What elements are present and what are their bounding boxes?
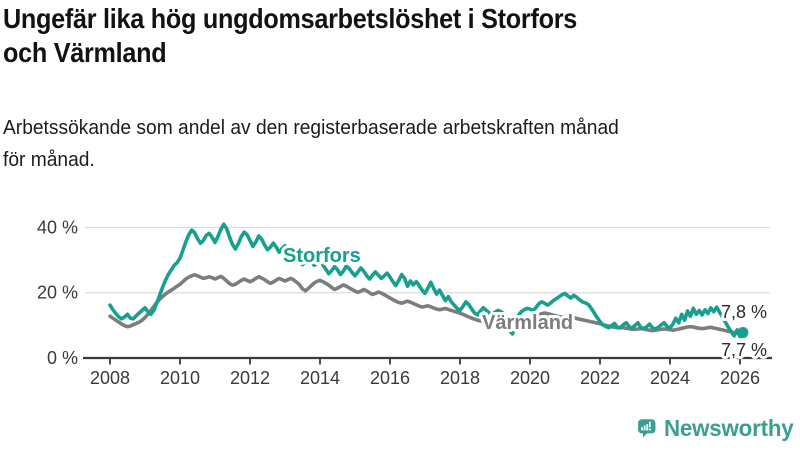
x-axis-tick-label: 2026 — [720, 368, 760, 388]
end-value-label-varmland: 7,7 % — [721, 340, 767, 360]
newsworthy-wordmark: Newsworthy — [663, 414, 794, 441]
bar-chart-speech-bubble-icon — [638, 418, 656, 437]
x-axis-tick-label: 2016 — [370, 368, 410, 388]
line-värmland — [108, 272, 745, 336]
y-axis-tick-20: 20 % — [37, 283, 78, 303]
end-dot-storfors — [737, 327, 749, 339]
x-axis-tick-label: 2008 — [90, 368, 130, 388]
x-axis-tick-label: 2020 — [510, 368, 550, 388]
chart-plot-area: 2008 2010 2012 2014 2016 2018 2020 2022 2024 2026 — [83, 222, 772, 388]
series-label-varmland: Värmland — [482, 312, 573, 334]
title-line-2: och Värmland — [3, 37, 167, 68]
end-value-label-storfors: 7,8 % — [721, 302, 767, 322]
x-axis-tick-label: 2012 — [230, 368, 270, 388]
x-axis-tick-label: 2018 — [440, 368, 480, 388]
chart-subtitle: Arbetssökande som andel av den registerb… — [3, 112, 800, 176]
subtitle-line-2: för månad. — [3, 149, 95, 171]
series-label-storfors: Storfors — [283, 245, 361, 267]
x-axis-tick-label: 2010 — [160, 368, 200, 388]
line-storfors — [108, 222, 745, 339]
y-axis-tick-0: 0 % — [47, 348, 78, 368]
x-axis-tick-label: 2022 — [580, 368, 620, 388]
title-line-1: Ungefär lika hög ungdomsarbetslöshet i S… — [3, 3, 577, 34]
y-axis-tick-40: 40 % — [37, 218, 78, 238]
x-axis-tick-label: 2014 — [300, 368, 340, 388]
page-title: Ungefär lika hög ungdomsarbetslöshet i S… — [3, 2, 777, 70]
x-axis-tick-label: 2024 — [650, 368, 690, 388]
subtitle-line-1: Arbetssökande som andel av den registerb… — [3, 117, 619, 139]
newsworthy-branding[interactable]: Newsworthy — [637, 409, 797, 447]
